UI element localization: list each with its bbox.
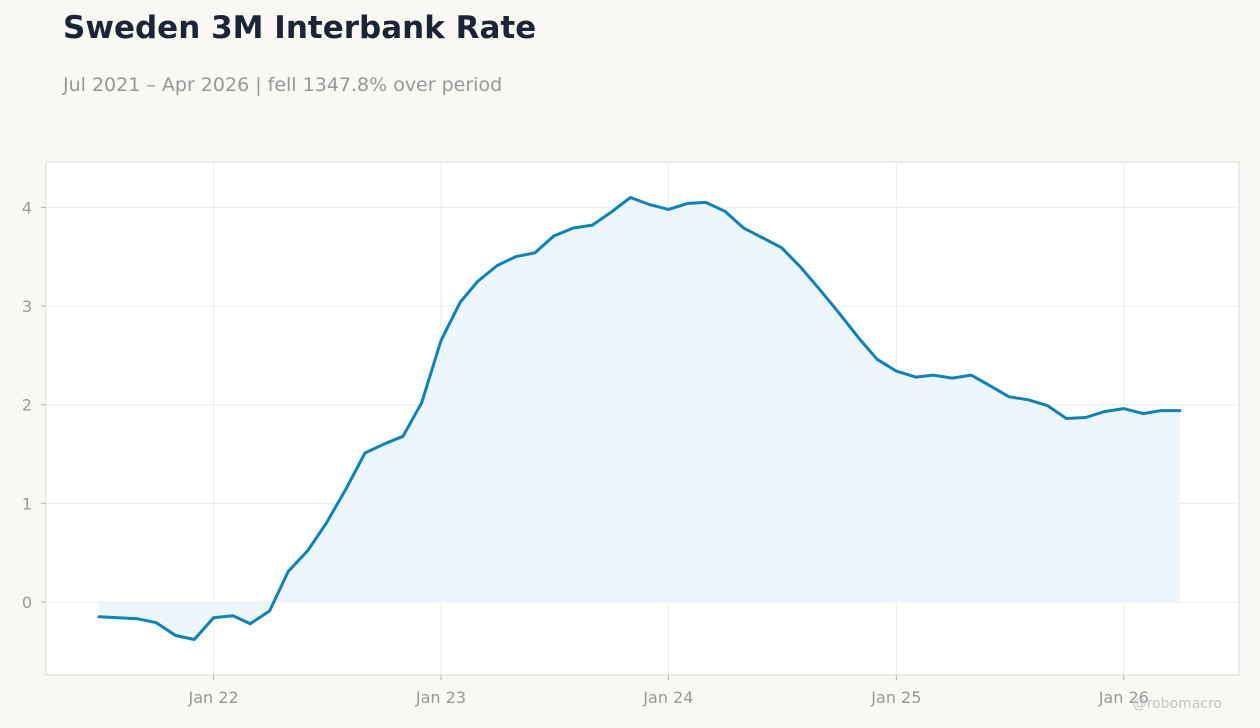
x-axis: Jan 22 Jan 23 Jan 24 Jan 25 Jan 26 xyxy=(188,675,1149,707)
series-line xyxy=(97,196,1182,641)
chart-title: Sweden 3M Interbank Rate xyxy=(63,10,537,46)
area-fill xyxy=(99,197,1180,640)
y-tick-label: 0 xyxy=(22,593,32,612)
y-tick-label: 1 xyxy=(22,494,32,513)
x-tick-label: Jan 22 xyxy=(188,688,239,707)
y-tick-label: 2 xyxy=(22,396,32,415)
y-tick-label: 4 xyxy=(22,198,32,217)
x-tick-label: Jan 24 xyxy=(642,688,693,707)
x-tick-label: Jan 26 xyxy=(1098,688,1149,707)
chart-subtitle: Jul 2021 – Apr 2026 | fell 1347.8% over … xyxy=(63,74,503,96)
y-axis: 0 1 2 3 4 xyxy=(22,198,46,612)
watermark: @robomacro xyxy=(1132,696,1222,712)
y-tick-label: 3 xyxy=(22,297,32,316)
x-tick-label: Jan 23 xyxy=(415,688,466,707)
x-tick-label: Jan 25 xyxy=(870,688,921,707)
